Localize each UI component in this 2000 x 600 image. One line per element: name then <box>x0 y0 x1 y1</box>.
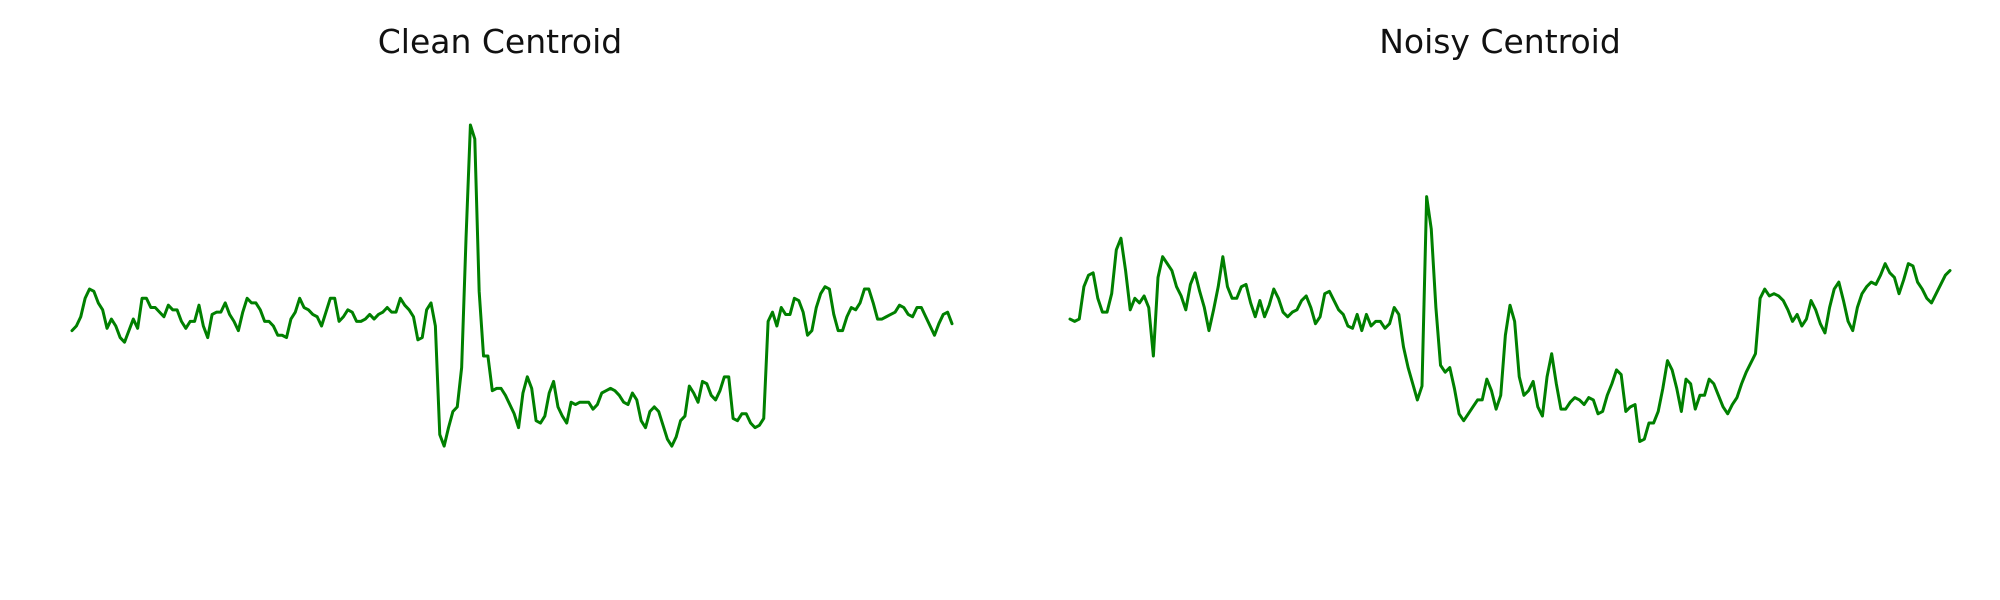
noisy-centroid-panel: Noisy Centroid <box>1000 0 2000 600</box>
chart-title: Noisy Centroid <box>1379 22 1621 61</box>
series-line <box>70 123 954 448</box>
clean-centroid-plot <box>70 123 954 448</box>
chart-title: Clean Centroid <box>377 22 623 61</box>
series-line <box>1068 195 1952 443</box>
noisy-centroid-plot <box>1068 195 1952 443</box>
clean-centroid-panel: Clean Centroid <box>70 22 954 448</box>
